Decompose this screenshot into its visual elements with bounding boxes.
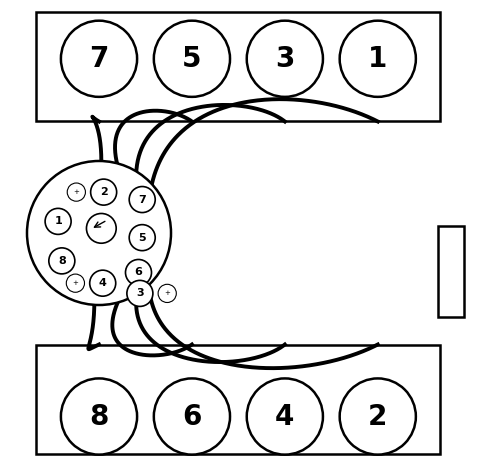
Circle shape — [126, 260, 152, 286]
Text: +: + — [164, 290, 170, 296]
Text: 1: 1 — [54, 216, 62, 226]
Text: 2: 2 — [100, 187, 108, 197]
Text: 7: 7 — [90, 45, 108, 73]
Circle shape — [246, 21, 323, 97]
Circle shape — [90, 179, 117, 205]
Text: 3: 3 — [275, 45, 294, 73]
Circle shape — [158, 284, 176, 302]
Circle shape — [90, 270, 116, 296]
Bar — [36, 12, 440, 122]
Circle shape — [340, 21, 416, 97]
Circle shape — [49, 248, 75, 274]
Circle shape — [67, 183, 86, 201]
Circle shape — [61, 21, 137, 97]
Circle shape — [129, 225, 155, 251]
Circle shape — [45, 208, 71, 234]
Text: 1: 1 — [368, 45, 388, 73]
Text: 5: 5 — [182, 45, 202, 73]
Circle shape — [154, 378, 230, 455]
Text: 2: 2 — [368, 403, 388, 431]
Text: +: + — [72, 280, 78, 286]
Text: 8: 8 — [90, 403, 108, 431]
Circle shape — [27, 161, 171, 305]
Text: 6: 6 — [134, 267, 142, 277]
Circle shape — [61, 378, 137, 455]
Text: +: + — [74, 189, 80, 195]
Bar — [438, 226, 464, 316]
Text: 8: 8 — [58, 256, 66, 266]
Circle shape — [340, 378, 416, 455]
Circle shape — [127, 281, 153, 307]
Circle shape — [246, 378, 323, 455]
Text: 3: 3 — [136, 288, 143, 298]
Text: 5: 5 — [138, 233, 146, 243]
Bar — [36, 344, 440, 454]
Circle shape — [66, 274, 84, 292]
Text: 4: 4 — [99, 278, 106, 288]
Circle shape — [86, 213, 116, 243]
Text: 7: 7 — [138, 194, 146, 205]
Text: 4: 4 — [275, 403, 294, 431]
Circle shape — [154, 21, 230, 97]
Circle shape — [129, 186, 155, 212]
Text: 6: 6 — [182, 403, 202, 431]
